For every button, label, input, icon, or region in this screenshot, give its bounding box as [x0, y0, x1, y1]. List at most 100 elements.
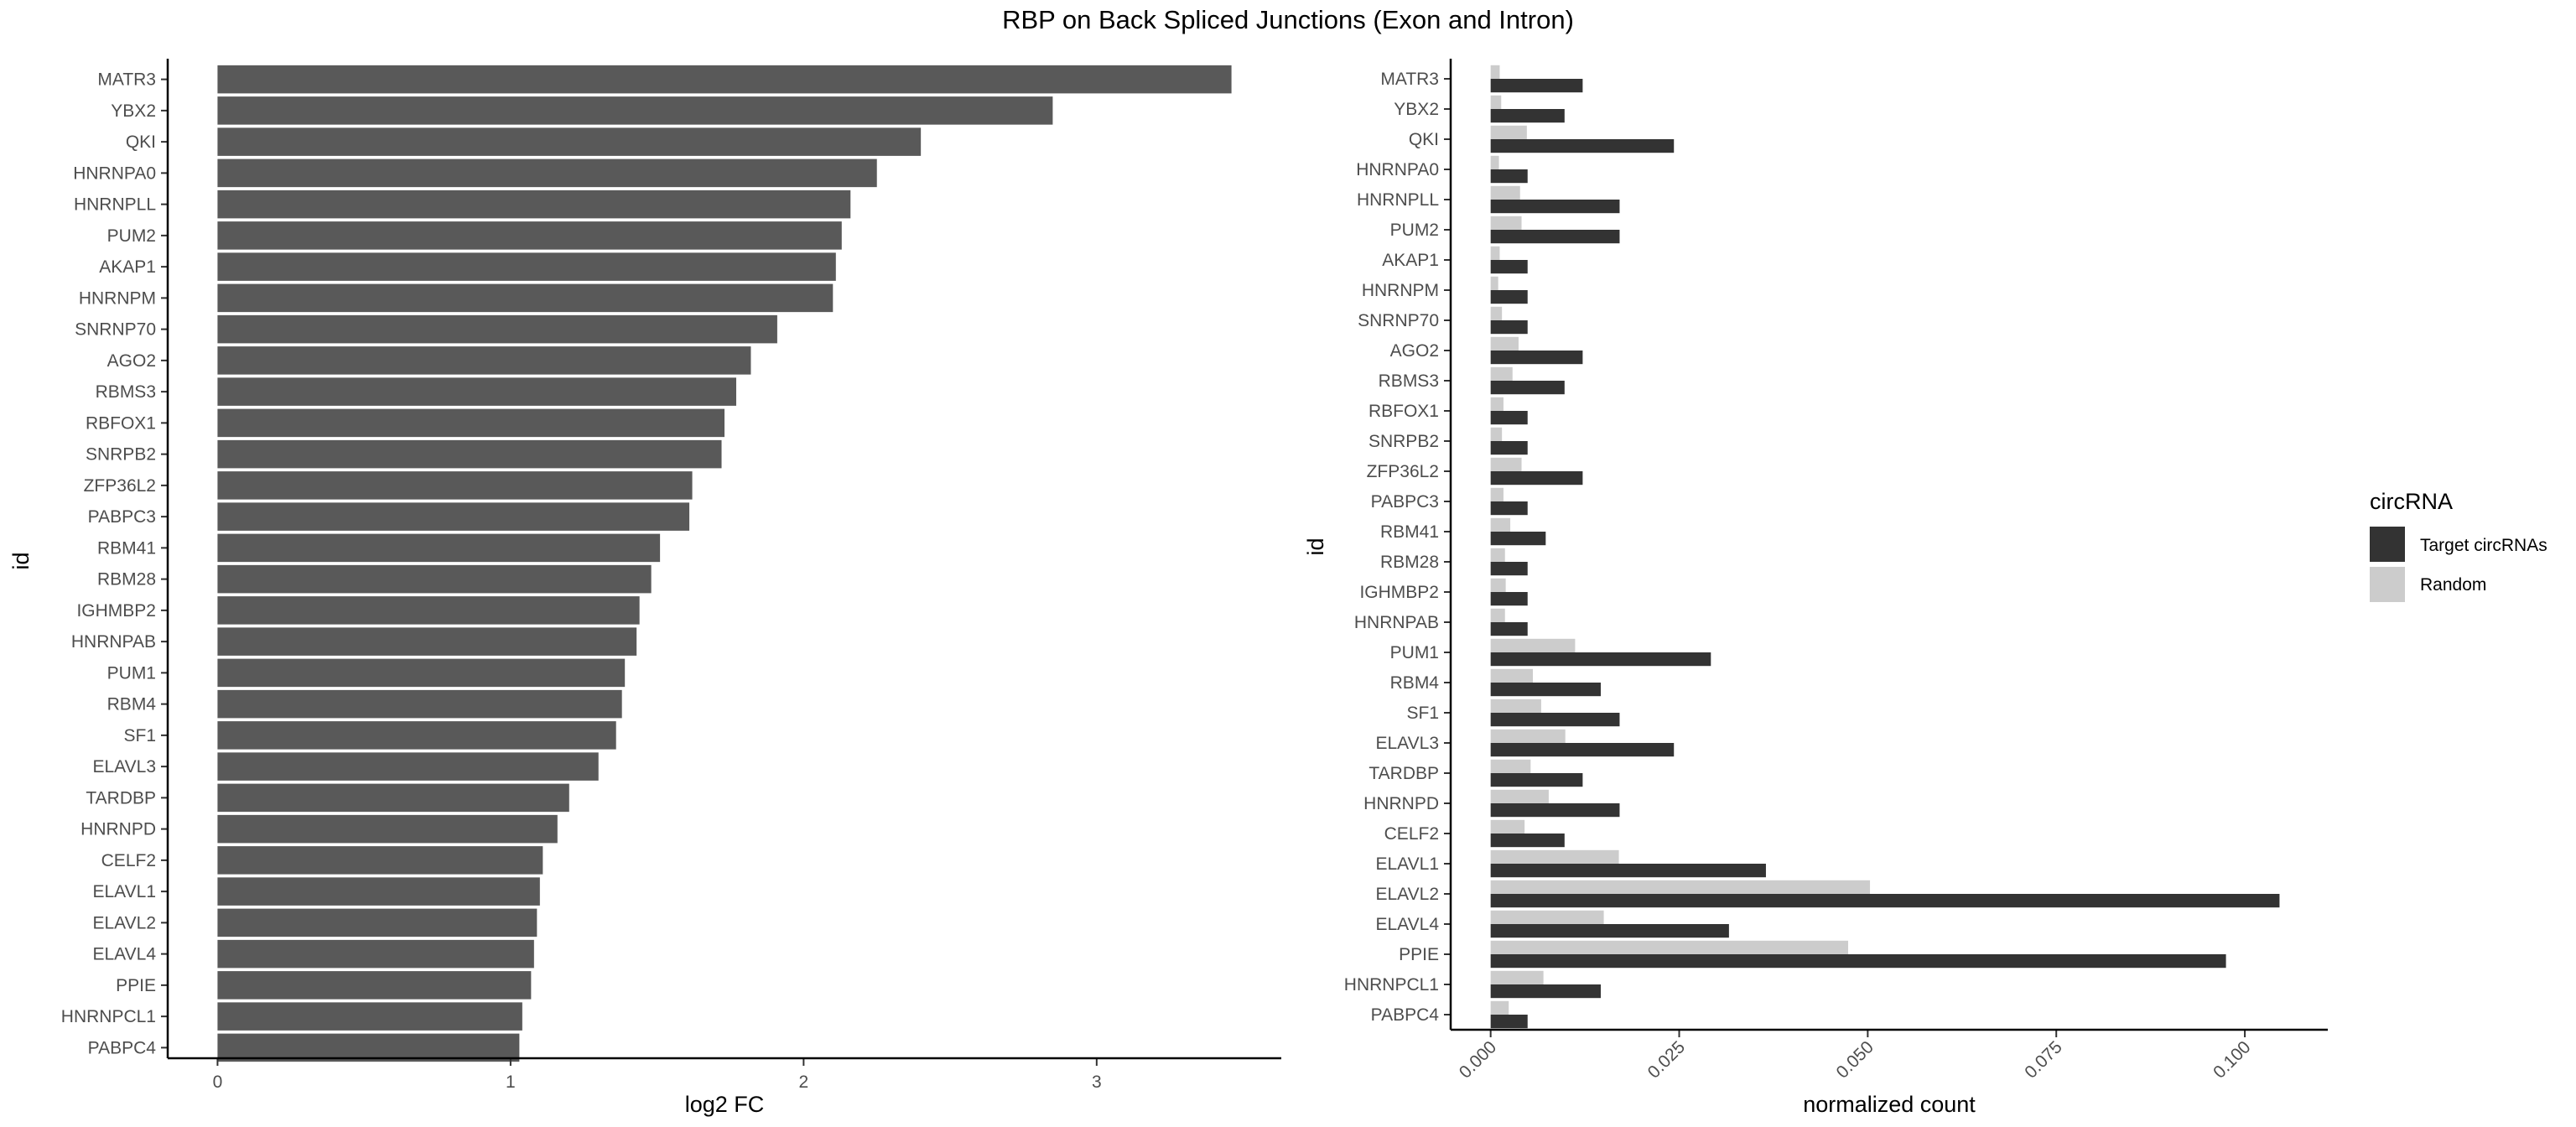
y-tick-label: RBM4	[107, 695, 157, 714]
y-tick-label: CELF2	[1384, 824, 1439, 844]
bar-random-rbm4	[1490, 668, 1534, 683]
bar-random-ppie	[1490, 940, 1848, 954]
y-tick-label: ELAVL3	[93, 757, 157, 776]
x-tick-label: 0.100	[2210, 1037, 2254, 1082]
bar-ybx2	[217, 96, 1053, 125]
bar-target-akap1	[1490, 260, 1528, 274]
bar-ppie	[217, 971, 532, 1000]
bar-target-hnrnpd	[1490, 803, 1620, 818]
bar-target-rbm28	[1490, 562, 1528, 576]
normalized-count-bars	[1490, 65, 2280, 1029]
bar-random-pabpc3	[1490, 487, 1504, 501]
bar-target-snrpb2	[1490, 441, 1528, 455]
bar-rbm4	[217, 689, 622, 719]
y-tick-label: RBM41	[97, 538, 156, 558]
y-tick-label: RBFOX1	[86, 413, 156, 433]
x-tick-label: 0.025	[1644, 1037, 1689, 1082]
bar-random-pum1	[1490, 638, 1576, 652]
bar-random-matr3	[1490, 65, 1500, 79]
bar-celf2	[217, 846, 543, 875]
y-tick-label: HNRNPA0	[1356, 160, 1439, 179]
y-tick-label: PUM1	[1390, 643, 1439, 662]
y-tick-label: RBMS3	[1379, 371, 1439, 391]
bar-elavl2	[217, 908, 538, 937]
y-tick-label: PUM2	[107, 226, 156, 246]
y-tick-label: HNRNPM	[1362, 281, 1439, 300]
log2fc-bars	[217, 65, 1232, 1062]
bar-random-akap1	[1490, 246, 1500, 260]
bar-target-ybx2	[1490, 109, 1565, 123]
bar-pum1	[217, 658, 626, 688]
bar-random-celf2	[1490, 819, 1525, 834]
y-tick-label: RBM28	[1380, 553, 1439, 572]
bar-target-hnrnpcl1	[1490, 984, 1601, 999]
y-tick-label: RBM4	[1390, 673, 1440, 693]
y-tick-label: PPIE	[1399, 945, 1439, 964]
bar-target-ighmbp2	[1490, 592, 1528, 606]
y-tick-label: RBM28	[97, 570, 156, 589]
bar-random-snrnp70	[1490, 306, 1503, 320]
bar-random-sf1	[1490, 699, 1541, 713]
bar-random-elavl2	[1490, 880, 1871, 894]
bar-target-ago2	[1490, 351, 1583, 365]
bar-random-hnrnpm	[1490, 276, 1498, 290]
y-tick-label: ELAVL2	[93, 913, 157, 932]
y-tick-label: PUM2	[1390, 221, 1439, 240]
y-tick-label: PUM1	[107, 663, 156, 683]
bar-elavl3	[217, 752, 599, 781]
bar-random-rbm41	[1490, 517, 1511, 532]
normalized-count-y-tick-labels: MATR3 YBX2 QKI HNRNPA0 HNRNPLL PUM2 AKAP1 HNRNP…	[1344, 70, 1451, 1025]
y-tick-label: HNRNPM	[79, 288, 156, 308]
normalized-count-x-tick-labels: 0.000 0.025 0.050 0.075 0.100	[1456, 1030, 2255, 1083]
bar-random-hnrnpa0	[1490, 155, 1499, 169]
bar-random-rbms3	[1490, 366, 1513, 381]
bar-tardbp	[217, 783, 569, 813]
y-tick-label: ELAVL1	[93, 882, 157, 901]
bar-pabpc3	[217, 502, 690, 531]
y-tick-label: AKAP1	[1382, 251, 1439, 270]
y-tick-label: PABPC4	[88, 1038, 157, 1057]
bar-random-hnrnpd	[1490, 789, 1549, 803]
log2fc-panel: MATR3 YBX2 QKI HNRNPA0 HNRNPLL PUM2 AKAP1 HNRNP…	[8, 59, 1281, 1117]
y-tick-label: ELAVL1	[1376, 854, 1440, 874]
bar-hnrnpab	[217, 627, 637, 656]
bar-snrnp70	[217, 314, 777, 344]
bar-sf1	[217, 721, 616, 750]
bar-random-hnrnpab	[1490, 608, 1505, 622]
bar-hnrnpd	[217, 814, 558, 844]
bar-target-pum1	[1490, 652, 1711, 667]
y-tick-label: RBFOX1	[1368, 402, 1439, 421]
y-tick-label: SNRNP70	[75, 320, 156, 340]
bar-target-rbm4	[1490, 683, 1601, 697]
y-tick-label: PABPC4	[1371, 1005, 1440, 1025]
bar-random-rbm28	[1490, 548, 1505, 562]
bar-target-elavl1	[1490, 864, 1766, 878]
legend: circRNA Target circRNAs Random	[2370, 489, 2547, 602]
x-tick-label: 2	[799, 1072, 809, 1092]
bar-rbfox1	[217, 408, 724, 438]
bar-pum2	[217, 221, 842, 250]
y-tick-label: PABPC3	[1371, 492, 1439, 512]
y-tick-label: AGO2	[1390, 341, 1439, 361]
x-tick-label: 0	[213, 1072, 223, 1092]
y-tick-label: HNRNPLL	[74, 195, 156, 215]
log2fc-y-axis-title: id	[8, 552, 34, 569]
bar-target-snrnp70	[1490, 320, 1528, 335]
bar-random-tardbp	[1490, 759, 1531, 773]
bar-target-celf2	[1490, 834, 1565, 848]
bar-ago2	[217, 346, 751, 375]
bar-random-ago2	[1490, 336, 1519, 351]
log2fc-x-axis-title: log2 FC	[685, 1092, 765, 1117]
bar-target-pabpc3	[1490, 501, 1528, 516]
y-tick-label: IGHMBP2	[1359, 583, 1439, 602]
bar-target-hnrnpm	[1490, 290, 1528, 304]
bar-elavl1	[217, 877, 540, 906]
bar-random-snrpb2	[1490, 427, 1503, 441]
x-tick-label: 1	[506, 1072, 516, 1092]
bar-random-pabpc4	[1490, 1000, 1509, 1015]
bar-random-hnrnpll	[1490, 185, 1520, 200]
bar-target-matr3	[1490, 79, 1583, 93]
bar-target-rbm41	[1490, 532, 1546, 546]
bar-target-tardbp	[1490, 773, 1583, 787]
